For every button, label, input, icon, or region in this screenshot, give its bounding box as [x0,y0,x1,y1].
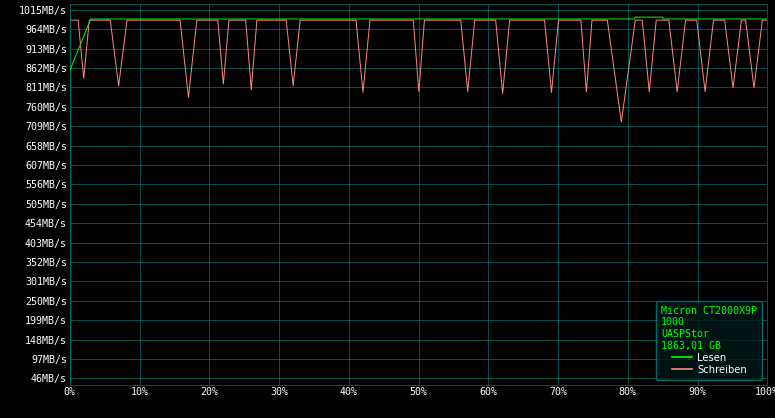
Legend: Lesen, Schreiben: Lesen, Schreiben [656,301,763,380]
